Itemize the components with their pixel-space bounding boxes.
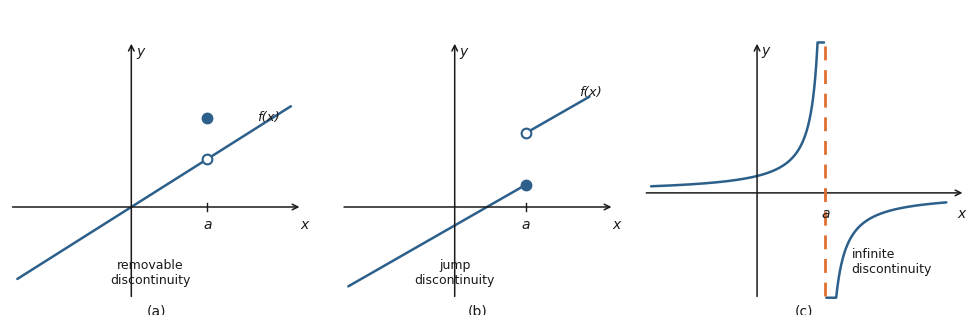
- Text: (b): (b): [468, 304, 488, 315]
- Text: x: x: [612, 218, 621, 232]
- Text: a: a: [522, 218, 529, 232]
- Text: removable
discontinuity: removable discontinuity: [110, 259, 190, 287]
- Text: y: y: [459, 45, 467, 59]
- Text: a: a: [821, 207, 830, 220]
- Text: f(x): f(x): [256, 111, 280, 124]
- Text: jump
discontinuity: jump discontinuity: [414, 259, 495, 287]
- Text: (a): (a): [146, 304, 166, 315]
- Text: y: y: [761, 44, 770, 58]
- Text: x: x: [300, 218, 309, 232]
- Text: f(x): f(x): [579, 86, 602, 99]
- Text: a: a: [203, 218, 212, 232]
- Text: (c): (c): [796, 304, 813, 315]
- Text: x: x: [957, 207, 966, 220]
- Text: y: y: [136, 45, 144, 59]
- Text: infinite
discontinuity: infinite discontinuity: [852, 248, 932, 276]
